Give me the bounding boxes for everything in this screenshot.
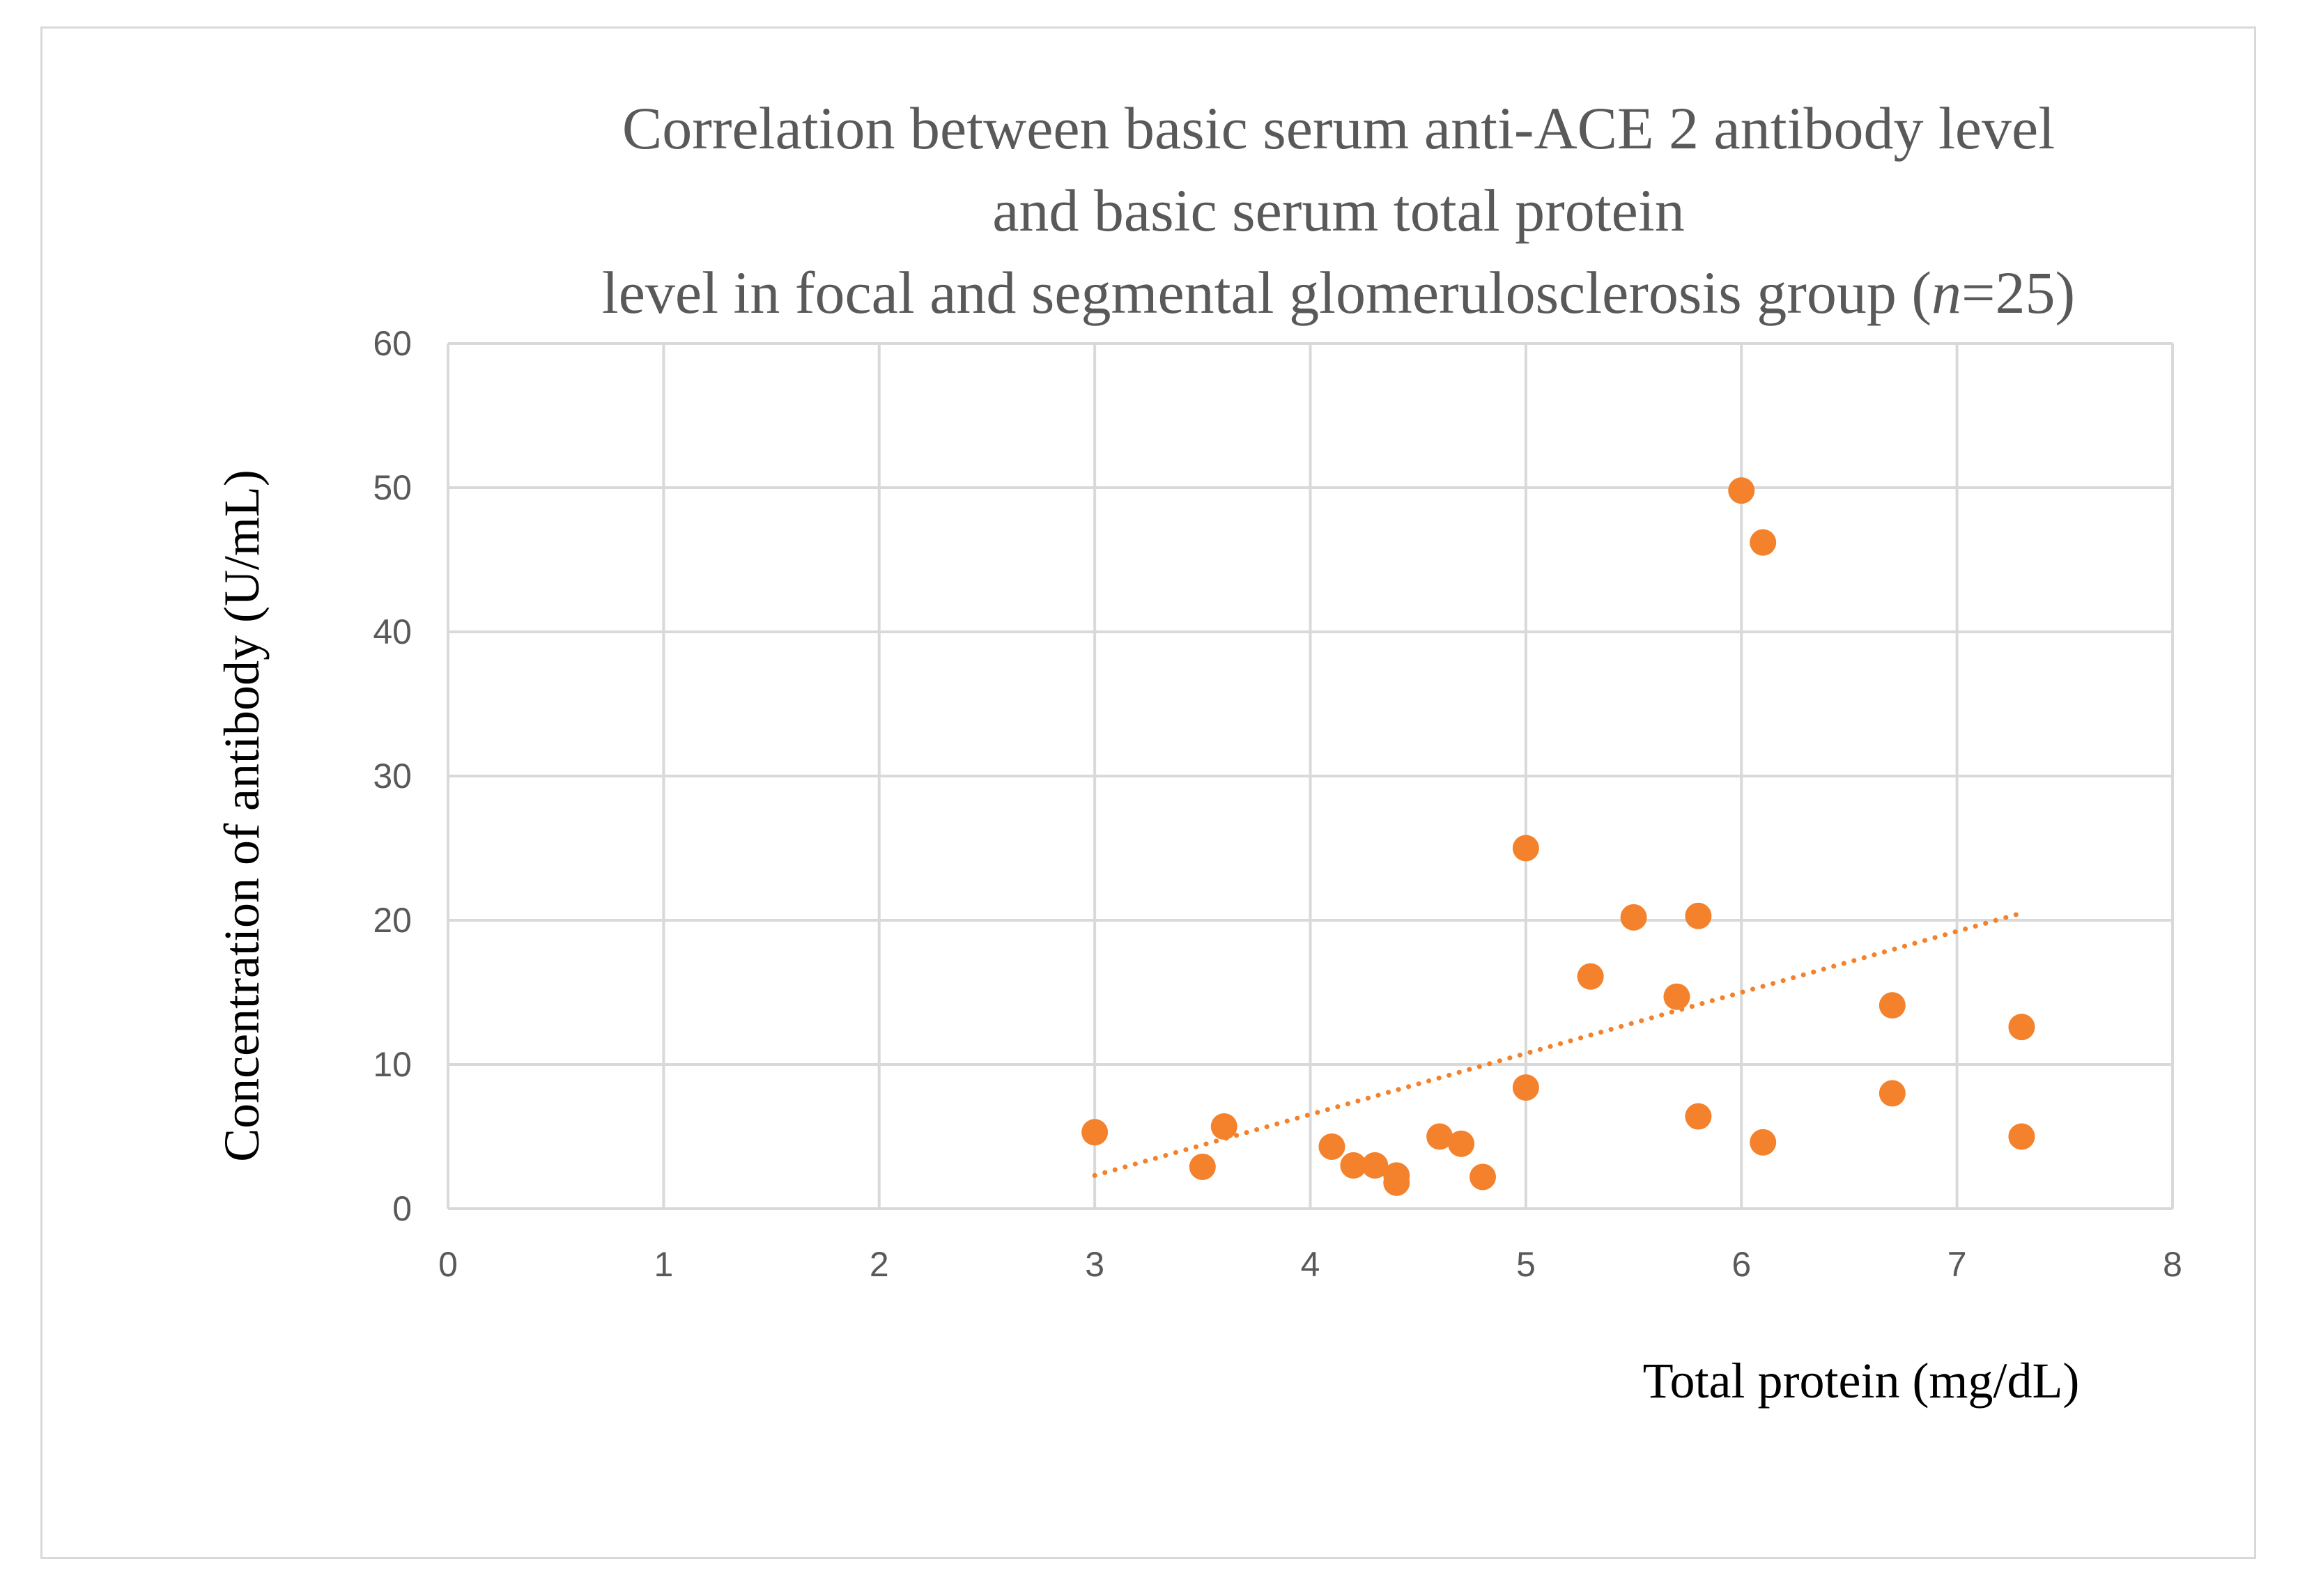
axis-ticks: 0 10 20 30 40 50 60 0 1 2 3 4 5 6 7 8 bbox=[373, 324, 2182, 1284]
scatter-point bbox=[1448, 1130, 1475, 1157]
x-tick-label: 3 bbox=[1085, 1245, 1104, 1284]
scatter-point bbox=[1318, 1133, 1345, 1160]
scatter-point bbox=[1512, 835, 1539, 862]
scatter-point bbox=[1470, 1163, 1496, 1191]
y-axis-title: Concentration of antibody (U/mL) bbox=[214, 470, 270, 1162]
y-tick-label: 20 bbox=[373, 901, 412, 940]
scatter-point bbox=[1728, 477, 1755, 504]
y-tick-label: 0 bbox=[392, 1189, 412, 1228]
y-tick-label: 10 bbox=[373, 1045, 412, 1084]
chart-title-line-3-suffix: =25) bbox=[1961, 259, 2075, 326]
scatter-chart: Correlation between basic serum anti-ACE… bbox=[214, 95, 2182, 1409]
gridlines bbox=[447, 342, 2174, 1210]
x-tick-label: 1 bbox=[654, 1245, 673, 1284]
scatter-point bbox=[1383, 1169, 1410, 1196]
scatter-point bbox=[1189, 1153, 1216, 1180]
x-tick-label: 4 bbox=[1301, 1245, 1320, 1284]
scatter-point bbox=[1750, 529, 1777, 556]
scatter-point bbox=[1210, 1113, 1237, 1140]
scatter-point bbox=[2008, 1014, 2035, 1041]
scatter-point bbox=[1362, 1152, 1389, 1179]
y-tick-label: 30 bbox=[373, 757, 412, 796]
y-tick-label: 50 bbox=[373, 468, 412, 507]
trendline-layer bbox=[1092, 911, 2024, 1178]
x-axis-title: Total protein (mg/dL) bbox=[1643, 1353, 2080, 1409]
scatter-point bbox=[1081, 1119, 1109, 1146]
scatter-point bbox=[2008, 1123, 2035, 1150]
x-tick-label: 5 bbox=[1516, 1245, 1536, 1284]
scatter-point bbox=[1685, 1103, 1712, 1130]
scatter-point bbox=[1426, 1123, 1453, 1150]
x-tick-label: 7 bbox=[1947, 1245, 1967, 1284]
scatter-point bbox=[1577, 963, 1604, 990]
scatter-point bbox=[1750, 1129, 1777, 1156]
scatter-point bbox=[1340, 1152, 1367, 1179]
x-tick-label: 8 bbox=[2163, 1245, 2182, 1284]
chart-frame: Correlation between basic serum anti-ACE… bbox=[40, 26, 2256, 1559]
x-tick-label: 0 bbox=[438, 1245, 458, 1284]
scatter-point bbox=[1512, 1074, 1539, 1101]
chart-title-variable: n bbox=[1931, 259, 1961, 326]
chart-title-line-2: and basic serum total protein bbox=[992, 177, 1685, 244]
trendline bbox=[1092, 911, 2024, 1178]
chart-title-line-3: level in focal and segmental glomerulosc… bbox=[602, 259, 2075, 326]
scatter-point bbox=[1685, 902, 1712, 929]
x-tick-label: 2 bbox=[870, 1245, 889, 1284]
scatter-point bbox=[1879, 992, 1906, 1019]
chart-title-line-3-prefix: level in focal and segmental glomerulosc… bbox=[602, 259, 1931, 326]
y-tick-label: 40 bbox=[373, 612, 412, 651]
scatter-point bbox=[1620, 904, 1647, 931]
x-tick-label: 6 bbox=[1731, 1245, 1751, 1284]
chart-title-line-1: Correlation between basic serum anti-ACE… bbox=[622, 95, 2055, 162]
y-tick-label: 60 bbox=[373, 324, 412, 363]
scatter-point bbox=[1663, 983, 1690, 1010]
scatter-point bbox=[1879, 1080, 1906, 1107]
data-points bbox=[1081, 477, 2035, 1196]
